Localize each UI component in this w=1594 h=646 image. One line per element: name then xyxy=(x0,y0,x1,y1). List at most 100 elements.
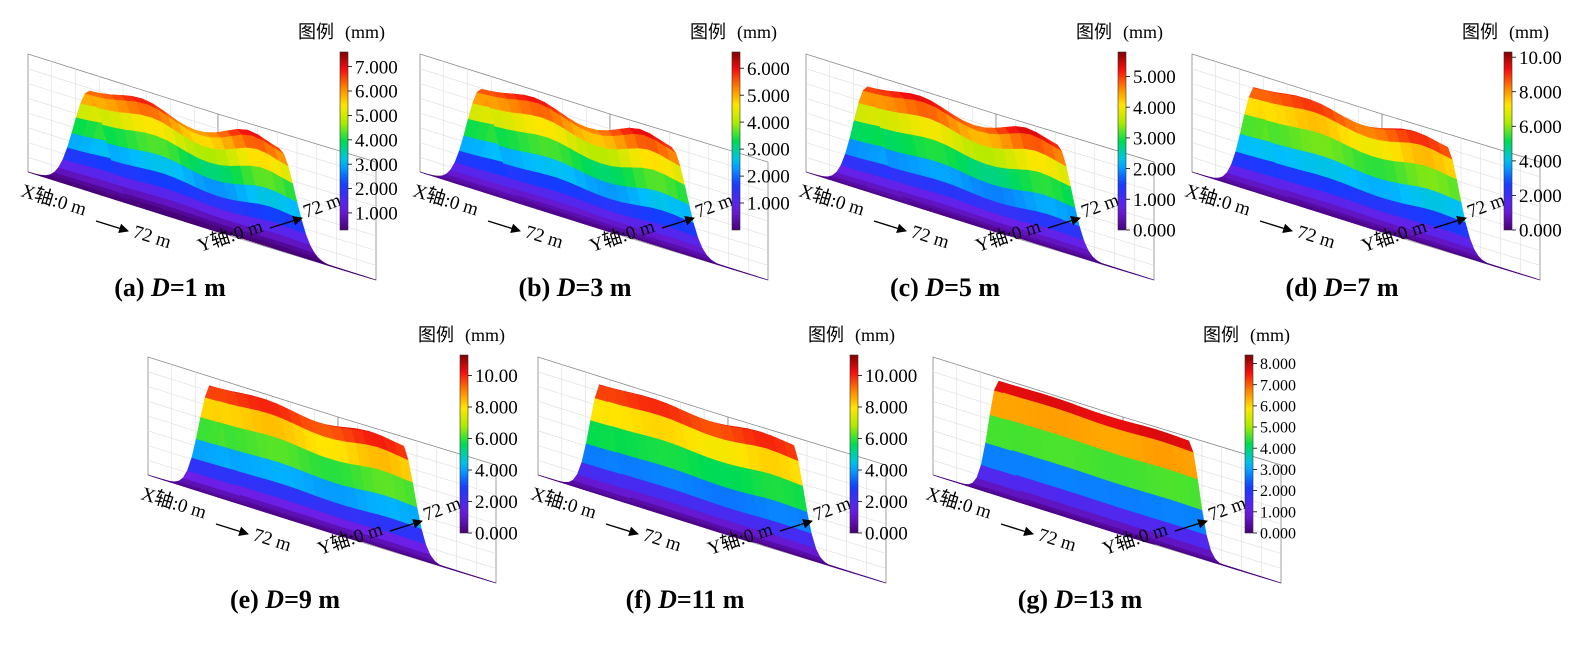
colorbar: 图例 (mm) 1.000 2.000 3.000 4.000 5.000 6.000 7.00… xyxy=(298,22,398,231)
colorbar: 图例 (mm) 0.000 2.000 4.000 6.000 8.000 10.00 xyxy=(418,325,518,545)
colorbar: 图例 (mm) 0.000 2.000 4.000 6.000 8.000 10.00 xyxy=(1462,22,1562,242)
colorbar-tick-label: 1.000 xyxy=(1133,190,1176,211)
colorbar-tick-label: 8.000 xyxy=(475,398,518,419)
x-axis-arrow xyxy=(1000,523,1034,537)
panel-caption: (b) D=3 m xyxy=(518,273,631,302)
colorbar-ramp xyxy=(1117,51,1127,231)
y-axis-arrow xyxy=(779,518,813,532)
colorbar-tick-label: 2.000 xyxy=(475,492,518,513)
colorbar-tick-label: 10.00 xyxy=(1519,48,1562,69)
colorbar-tick-label: 4.000 xyxy=(865,461,908,482)
colorbar-tick-label: 4.000 xyxy=(475,461,518,482)
x-axis-arrow xyxy=(873,220,907,234)
x-axis-arrow xyxy=(605,523,639,537)
x-axis-end-label: 72 m xyxy=(641,525,684,556)
colorbar-ramp xyxy=(731,51,741,231)
legend-title: 图例 xyxy=(1462,22,1498,42)
panel-c: X轴:0 m72 m Y轴:0 m72 m图例 (mm)0.0001.0002.00… xyxy=(797,22,1176,281)
y-axis-arrow xyxy=(1174,518,1208,532)
legend-unit: (mm) xyxy=(465,325,505,346)
colorbar-tick-label: 6.000 xyxy=(475,429,518,450)
x-axis-end-label: 72 m xyxy=(1036,525,1079,556)
colorbar-ramp xyxy=(459,354,469,534)
x-axis-arrow xyxy=(487,220,521,234)
legend-unit: (mm) xyxy=(737,22,777,43)
colorbar-tick-label: 7.000 xyxy=(1260,377,1296,394)
colorbar-tick-label: 2.000 xyxy=(355,179,398,200)
colorbar-tick-label: 8.000 xyxy=(865,398,908,419)
colorbar-tick-label: 0.000 xyxy=(475,524,518,545)
legend-title: 图例 xyxy=(298,22,334,42)
panel-caption: (e) D=9 m xyxy=(230,585,340,614)
panel-b: X轴:0 m72 m Y轴:0 m72 m图例 (mm)1.0002.0003.00… xyxy=(411,22,790,281)
panel-e: X轴:0 m72 m Y轴:0 m72 m图例 (mm)0.0002.0004.00… xyxy=(139,325,518,584)
colorbar-tick-label: 6.000 xyxy=(1260,399,1296,416)
colorbar-tick-label: 1.000 xyxy=(1260,504,1296,521)
panel-f: X轴:0 m72 m Y轴:0 m72 m图例 (mm)0.0002.0004.00… xyxy=(529,325,917,584)
legend-unit: (mm) xyxy=(345,22,385,43)
colorbar-tick-label: 3.000 xyxy=(747,140,790,161)
legend-title: 图例 xyxy=(1203,325,1239,345)
colorbar-tick-label: 6.000 xyxy=(1519,117,1562,138)
colorbar: 图例 (mm) 0.000 2.000 4.000 6.000 8.000 10.000 xyxy=(808,325,917,545)
x-axis-arrow xyxy=(95,220,129,234)
colorbar-tick-label: 0.000 xyxy=(1133,221,1176,242)
surface xyxy=(1191,87,1541,281)
x-axis-arrow xyxy=(1259,220,1293,234)
panel-caption: (f) D=11 m xyxy=(626,585,745,614)
x-axis-end-label: 72 m xyxy=(1295,222,1338,253)
colorbar-tick-label: 5.000 xyxy=(1133,67,1176,88)
colorbar-tick-label: 6.000 xyxy=(355,82,398,103)
surface xyxy=(805,86,1155,281)
legend-unit: (mm) xyxy=(1509,22,1549,43)
colorbar-tick-label: 5.000 xyxy=(355,106,398,127)
colorbar-tick-label: 10.00 xyxy=(475,366,518,387)
colorbar-tick-label: 1.000 xyxy=(747,194,790,215)
y-axis-arrow xyxy=(389,518,423,532)
colorbar-ramp xyxy=(849,354,859,534)
colorbar-tick-label: 2.000 xyxy=(1260,483,1296,500)
x-axis-arrow xyxy=(215,523,249,537)
colorbar-ramp xyxy=(1503,51,1513,231)
colorbar-tick-label: 3.000 xyxy=(1133,129,1176,150)
legend-unit: (mm) xyxy=(1123,22,1163,43)
y-axis-arrow xyxy=(1047,215,1081,229)
legend-unit: (mm) xyxy=(855,325,895,346)
colorbar-ramp xyxy=(339,51,349,231)
colorbar-tick-label: 2.000 xyxy=(1519,186,1562,207)
legend-title: 图例 xyxy=(808,325,844,345)
surface xyxy=(27,90,377,281)
x-axis-end-label: 72 m xyxy=(523,222,566,253)
y-axis-arrow xyxy=(1433,215,1467,229)
colorbar-tick-label: 3.000 xyxy=(355,155,398,176)
legend-unit: (mm) xyxy=(1250,325,1290,346)
surface xyxy=(147,385,497,584)
colorbar-tick-label: 4.000 xyxy=(747,113,790,134)
colorbar-tick-label: 0.000 xyxy=(865,524,908,545)
surface xyxy=(419,88,769,281)
panel-caption: (c) D=5 m xyxy=(890,273,1000,302)
panel-caption: (a) D=1 m xyxy=(114,273,226,302)
legend-title: 图例 xyxy=(418,325,454,345)
colorbar-tick-label: 4.000 xyxy=(355,130,398,151)
colorbar-tick-label: 10.000 xyxy=(865,366,917,387)
colorbar-tick-label: 6.000 xyxy=(865,429,908,450)
colorbar-tick-label: 4.000 xyxy=(1260,441,1296,458)
colorbar-tick-label: 8.000 xyxy=(1519,82,1562,103)
y-axis-arrow xyxy=(661,215,695,229)
panel-g: X轴:0 m72 m Y轴:0 m72 m图例 (mm)0.0001.0002.00… xyxy=(924,325,1296,584)
colorbar: 图例 (mm) 0.000 1.000 2.000 3.000 4.000 5.000 6.00… xyxy=(1203,325,1296,543)
surface xyxy=(932,380,1282,584)
panel-caption: (d) D=7 m xyxy=(1285,273,1398,302)
colorbar-tick-label: 6.000 xyxy=(747,59,790,80)
colorbar-tick-label: 0.000 xyxy=(1519,221,1562,242)
colorbar-tick-label: 0.000 xyxy=(1260,526,1296,543)
panel-a: X轴:0 m72 m Y轴:0 m72 m图例 (mm)1.0002.0003.00… xyxy=(19,22,398,281)
x-axis-end-label: 72 m xyxy=(909,222,952,253)
panel-d: X轴:0 m72 m Y轴:0 m72 m图例 (mm)0.0002.0004.00… xyxy=(1183,22,1562,281)
legend-title: 图例 xyxy=(1076,22,1112,42)
legend-title: 图例 xyxy=(690,22,726,42)
colorbar: 图例 (mm) 0.000 1.000 2.000 3.000 4.000 5.000 xyxy=(1076,22,1176,242)
colorbar-tick-label: 2.000 xyxy=(1133,159,1176,180)
